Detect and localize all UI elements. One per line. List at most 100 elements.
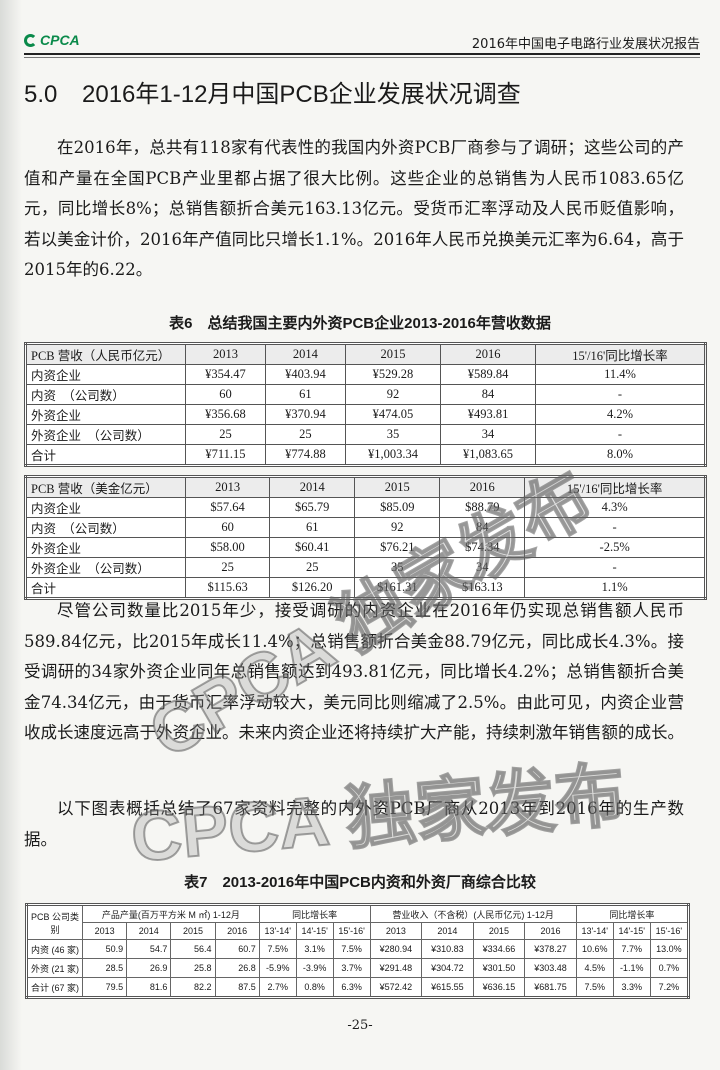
sub-header: 2014 [421, 922, 474, 940]
table-cell: - [535, 424, 706, 445]
table-cell: 25.8 [170, 958, 216, 978]
table-cell: ¥493.81 [439, 404, 537, 425]
table-row: 外资企业 （公司数） 25 25 35 34- [25, 557, 706, 578]
table-cell: $85.09 [354, 497, 441, 518]
table-cell: ¥403.94 [264, 364, 346, 385]
table-cell: 外资 (21 家) [26, 958, 83, 978]
table-cell: ¥291.48 [369, 958, 423, 978]
table-cell: 56.4 [170, 939, 216, 959]
table-cell: $163.13 [439, 577, 526, 599]
table-cell: 7.5% [575, 977, 614, 998]
sub-header: 14'-15' [612, 922, 651, 940]
table-cell: 25 [264, 424, 346, 445]
header-rule [24, 53, 700, 55]
table-header-row: PCB 营收（人民币亿元） 2013 2014 2015 2016 15'/16'同比增长… [25, 343, 706, 365]
sub-header: 13'-14' [575, 922, 614, 940]
table-cell: - [524, 557, 706, 578]
table-cell: 28.5 [81, 958, 128, 978]
table-cell: $76.21 [354, 537, 441, 558]
table-cell: 内资 （公司数） [25, 384, 186, 405]
header-rule-thin [24, 57, 700, 58]
table-cell: 3.1% [295, 939, 334, 959]
table-cell: 合计 [25, 577, 186, 599]
table-cell: 0.8% [295, 977, 334, 998]
header-cell: 2016 [439, 343, 537, 365]
table6-usd: PCB 营收（美金亿元） 2013 2014 2015 2016 15'/16'同比增长率… [24, 475, 707, 600]
table-row: 外资企业 $58.00 $60.41 $76.21 $74.34 -2.5% [25, 537, 706, 558]
table-group-header-row: PCB 公司类别 产品产量(百万平方米 M ㎡) 1-12月 同比增长率 营业收入（不… [26, 904, 690, 940]
section-title: 2016年1-12月中国PCB企业发展状况调查 [82, 81, 521, 108]
table-cell: 60.7 [214, 939, 260, 959]
table-cell: -5.9% [258, 958, 297, 978]
table-cell: 外资企业 （公司数） [25, 557, 186, 578]
table-cell: ¥711.15 [185, 444, 266, 466]
table-cell: ¥774.88 [264, 444, 346, 466]
table-cell: ¥303.48 [524, 958, 577, 978]
sub-header: 2016 [214, 922, 260, 940]
header-cell: 2015 [344, 343, 441, 365]
sub-header: 15'-16' [649, 922, 690, 940]
table-cell: 25 [185, 424, 266, 445]
table-cell: ¥301.50 [472, 958, 526, 978]
table-cell: 内资企业 [25, 364, 186, 385]
logo-text: CPCA [40, 32, 80, 48]
table-cell: $88.79 [439, 497, 526, 518]
table-cell: -3.9% [295, 958, 334, 978]
sub-header: 14'-15' [295, 922, 334, 940]
table-cell: 54.7 [126, 939, 172, 959]
table-cell: 2.7% [258, 977, 297, 998]
table-cell: - [524, 517, 706, 538]
page-header: CPCA 2016年中国电子电路行业发展状况报告 [24, 32, 700, 52]
table-row: 外资企业 ¥356.68 ¥370.94 ¥474.05 ¥493.81 4.2% [25, 404, 706, 425]
table6-rmb: PCB 营收（人民币亿元） 2013 2014 2015 2016 15'/16'同比增长… [24, 342, 707, 467]
table-cell: 4.2% [535, 404, 706, 425]
table-cell: 0.7% [649, 958, 690, 978]
header-cell: 2015 [354, 476, 441, 498]
table-cell: 外资企业 [25, 537, 186, 558]
table-cell: 外资企业 （公司数） [25, 424, 186, 445]
table-cell: ¥334.66 [472, 939, 526, 959]
report-title: 2016年中国电子电路行业发展状况报告 [471, 37, 700, 52]
table-row: 内资企业 $57.64 $65.79 $85.09 $88.79 4.3% [25, 497, 706, 518]
table-cell: 4.3% [524, 497, 706, 518]
table-cell: ¥681.75 [524, 977, 577, 998]
table-row: 内资 (46 家) 50.9 54.7 56.4 60.7 7.5% 3.1% 7.5% ¥28… [26, 939, 690, 959]
table-cell: $57.64 [184, 497, 271, 518]
table-cell: 3.3% [612, 977, 651, 998]
table-cell: 内资 (46 家) [26, 939, 83, 959]
header-cell: 2014 [264, 343, 346, 365]
sub-header: 2015 [170, 922, 216, 940]
table-cell: ¥1,083.65 [439, 444, 537, 466]
table-cell: 60 [184, 517, 271, 538]
table-row: 外资企业 （公司数） 25 25 35 34- [25, 424, 706, 445]
table-cell: 13.0% [649, 939, 690, 959]
corner-header: PCB 公司类别 [26, 904, 83, 940]
table-cell: 10.6% [575, 939, 614, 959]
table-cell: $65.79 [269, 497, 356, 518]
section-number: 5.0 [24, 81, 58, 108]
table7-caption: 表7 2013-2016年中国PCB内资和外资厂商综合比较 [184, 874, 536, 891]
header-cell: PCB 营收（美金亿元） [25, 476, 186, 498]
table-cell: 26.9 [126, 958, 172, 978]
sub-header: 2015 [472, 922, 526, 940]
table-cell: 61 [269, 517, 356, 538]
table-cell: 81.6 [126, 977, 172, 998]
table-cell: ¥529.28 [344, 364, 441, 385]
table-cell: 50.9 [81, 939, 128, 959]
sub-header: 2013 [369, 922, 423, 940]
table-cell: 84 [439, 517, 526, 538]
group-header: 同比增长率 [575, 904, 690, 923]
sub-header: 13'-14' [258, 922, 297, 940]
table-cell: $115.63 [184, 577, 271, 599]
table-cell: 合计 (67 家) [26, 977, 83, 998]
table-cell: 25 [184, 557, 271, 578]
table-cell: - [535, 384, 706, 405]
cpca-logo: CPCA [24, 32, 80, 48]
table-cell: 60 [185, 384, 266, 405]
table-cell: 11.4% [535, 364, 706, 385]
table-row: 合计 ¥711.15 ¥774.88 ¥1,003.34 ¥1,083.65 8.0% [25, 444, 706, 466]
header-cell: PCB 营收（人民币亿元） [25, 343, 186, 365]
table-cell: 25 [269, 557, 356, 578]
table-cell: ¥474.05 [344, 404, 441, 425]
table-cell: 6.3% [332, 977, 371, 998]
